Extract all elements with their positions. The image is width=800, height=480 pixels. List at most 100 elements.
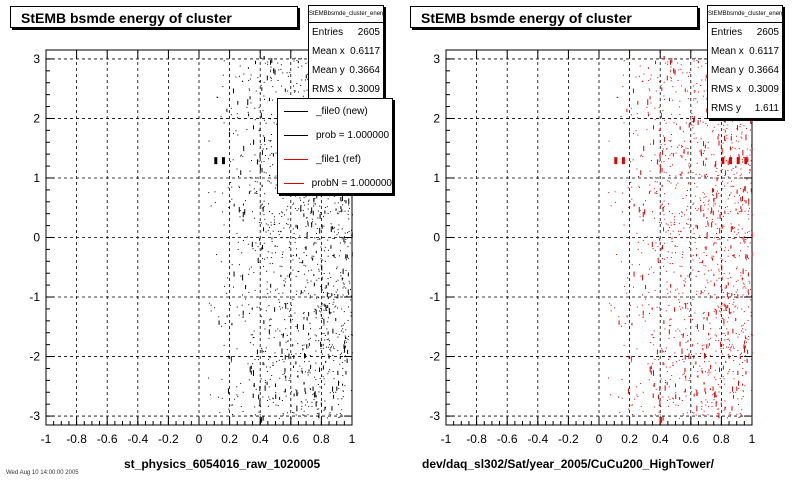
scatter-point [330, 276, 332, 278]
scatter-point [690, 119, 692, 121]
scatter-point [706, 232, 708, 234]
scatter-point [335, 305, 337, 307]
scatter-point [642, 239, 644, 241]
scatter-point [718, 408, 720, 410]
scatter-point [317, 217, 319, 219]
scatter-point [298, 91, 300, 93]
scatter-point [220, 116, 222, 118]
scatter-point [311, 257, 313, 259]
scatter-point [714, 376, 716, 378]
scatter-point [621, 378, 623, 380]
scatter-point [700, 293, 702, 295]
scatter-point [289, 71, 291, 73]
scatter-point [214, 191, 216, 193]
scatter-point [688, 164, 690, 166]
scatter-point [696, 186, 698, 188]
scatter-point [333, 238, 335, 240]
scatter-point [242, 315, 244, 317]
scatter-point [702, 260, 704, 264]
scatter-point [730, 223, 732, 225]
scatter-point [668, 325, 670, 327]
scatter-point [693, 60, 695, 62]
scatter-point [307, 200, 309, 202]
scatter-point [322, 365, 324, 370]
scatter-point [693, 116, 695, 118]
scatter-point [334, 227, 336, 229]
scatter-point [269, 227, 271, 229]
scatter-point [701, 405, 703, 407]
scatter-point [287, 308, 289, 310]
scatter-point [728, 292, 730, 294]
scatter-point [610, 205, 612, 207]
scatter-point [271, 252, 273, 254]
scatter-point [297, 330, 299, 332]
scatter-point [290, 418, 292, 420]
scatter-point [716, 227, 718, 229]
scatter-point [644, 200, 646, 202]
scatter-point [323, 319, 325, 324]
scatter-point [318, 310, 320, 312]
scatter-point [284, 375, 286, 377]
scatter-point [670, 69, 672, 71]
scatter-point [718, 119, 720, 121]
scatter-point [273, 122, 275, 124]
scatter-point [751, 232, 753, 238]
scatter-point [624, 322, 626, 324]
scatter-point [317, 238, 319, 240]
scatter-point [750, 182, 752, 184]
scatter-point [636, 394, 638, 396]
scatter-point [667, 180, 669, 182]
scatter-point [275, 404, 277, 406]
scatter-point [683, 284, 685, 287]
scatter-point [670, 146, 672, 148]
scatter-point [292, 228, 294, 230]
scatter-point [303, 213, 305, 217]
scatter-point [262, 416, 264, 421]
scatter-point [696, 390, 698, 397]
scatter-point [279, 265, 281, 267]
scatter-point [724, 185, 726, 187]
scatter-point [659, 399, 661, 406]
scatter-point [687, 308, 689, 310]
scatter-point [255, 242, 257, 244]
scatter-point [682, 413, 684, 415]
scatter-point [308, 293, 310, 295]
scatter-point [640, 406, 642, 408]
scatter-point [324, 287, 326, 289]
scatter-point [697, 270, 699, 272]
scatter-point [729, 392, 731, 394]
scatter-point [327, 333, 329, 335]
scatter-point [284, 303, 286, 305]
right-plot-area: -1 -0.8 -0.6 -0.4 -0.2 0 0.2 0.4 0.6 0.8 13210-1-2… [429, 49, 756, 446]
scatter-point [250, 102, 252, 104]
scatter-point [268, 358, 270, 360]
scatter-point [690, 81, 692, 83]
scatter-point [308, 369, 310, 372]
scatter-point [722, 365, 724, 370]
scatter-point [742, 268, 744, 275]
scatter-point [329, 194, 331, 196]
scatter-point [268, 396, 270, 398]
scatter-point [678, 299, 680, 301]
scatter-point [245, 284, 247, 290]
scatter-point [692, 228, 694, 230]
scatter-point [743, 311, 745, 313]
scatter-point [730, 148, 732, 150]
scatter-point [737, 232, 739, 234]
scatter-point [240, 275, 242, 277]
scatter-point [618, 396, 620, 398]
scatter-point [328, 357, 330, 359]
scatter-point [232, 88, 234, 90]
scatter-point [326, 346, 328, 348]
scatter-point [686, 349, 688, 351]
scatter-point [721, 318, 723, 320]
scatter-point [660, 378, 662, 380]
scatter-point [318, 408, 320, 410]
scatter-point [350, 295, 352, 297]
scatter-point [750, 299, 752, 301]
x-tick-label: -1 [41, 432, 52, 446]
scatter-point [719, 227, 721, 234]
scatter-point [721, 284, 723, 290]
scatter-point [669, 165, 671, 167]
scatter-point [308, 360, 310, 362]
